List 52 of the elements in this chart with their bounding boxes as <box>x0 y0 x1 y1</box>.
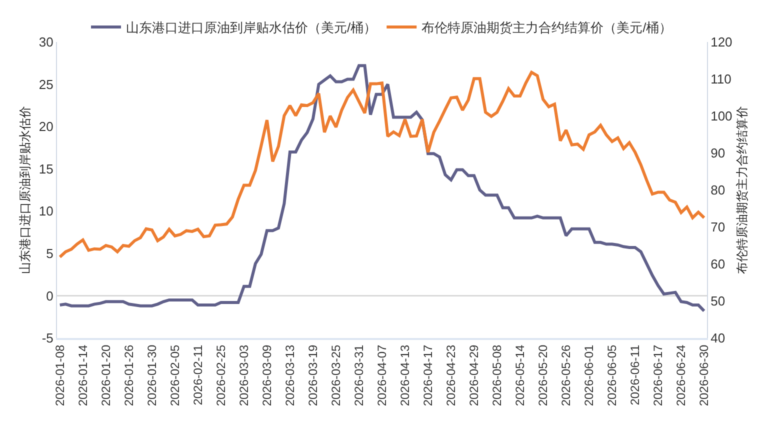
x-tick-label: 2026-06-17 <box>651 344 666 406</box>
line-series <box>58 70 706 258</box>
y-tick-label: 10 <box>38 204 54 219</box>
x-tick-label: 2026-01-14 <box>76 344 90 406</box>
x-tick-label: 2026-04-13 <box>398 344 412 406</box>
x-tick-label: 2026-06-24 <box>674 344 688 406</box>
x-tick-label: 2026-04-17 <box>420 344 435 406</box>
x-tick-label: 2026-05-26 <box>558 344 573 406</box>
y-tick-label: 30 <box>38 34 54 50</box>
x-tick-label: 2026-01-08 <box>52 344 67 406</box>
x-tick-label: 2026-03-03 <box>236 344 251 406</box>
x-tick-label: 2026-04-29 <box>466 344 481 406</box>
y-axis-title: 山东港口进口原油到岸贴水估价 <box>18 106 32 274</box>
y2-tick-label: 70 <box>710 220 726 235</box>
x-tick-label: 2026-01-20 <box>98 344 113 406</box>
x-tick-label: 2026-05-20 <box>536 344 550 406</box>
y2-axis-title: 布伦特原油期货主力合约结算价 <box>735 106 750 274</box>
y-tick-label: 5 <box>46 246 54 261</box>
y2-tick-label: 110 <box>710 72 732 87</box>
x-tick-label: 2026-06-30 <box>697 344 712 406</box>
x-tick-label: 2026-06-05 <box>604 344 619 406</box>
x-tick-label: 2026-03-13 <box>282 344 297 406</box>
x-tick-label: 2026-02-25 <box>214 344 228 406</box>
y2-tick-label: 60 <box>710 256 726 272</box>
x-tick-label: 2026-02-05 <box>168 344 182 406</box>
x-tick-label: 2026-03-09 <box>260 344 274 406</box>
x-tick-label: 2026-03-19 <box>306 344 320 406</box>
x-tick-label: 2026-06-01 <box>582 344 596 406</box>
x-tick-label: 2026-06-11 <box>628 344 642 406</box>
y-tick-label: 15 <box>38 161 54 176</box>
y2-tick-label: 100 <box>710 108 732 124</box>
y2-tick-label: 50 <box>710 294 726 309</box>
y2-tick-label: 90 <box>710 146 726 161</box>
x-tick-label: 2026-01-30 <box>144 344 159 406</box>
legend-label: 布伦特原油期货主力合约结算价（美元/桶） <box>422 20 672 36</box>
y-tick-label: 20 <box>38 119 54 134</box>
y-tick-label: -5 <box>42 330 54 346</box>
x-tick-label: 2026-05-08 <box>490 344 504 406</box>
x-tick-label: 2026-05-14 <box>512 344 527 406</box>
x-tick-label: 2026-03-31 <box>352 344 366 406</box>
x-tick-label: 2026-04-23 <box>444 344 458 406</box>
y2-tick-label: 80 <box>710 182 726 198</box>
y-tick-label: 25 <box>38 76 54 92</box>
x-tick-label: 2026-03-25 <box>328 344 343 406</box>
x-tick-label: 2026-04-07 <box>374 344 389 406</box>
line-series <box>58 64 706 312</box>
x-tick-label: 2026-02-11 <box>190 344 205 406</box>
x-tick-label: 2026-01-26 <box>122 344 136 406</box>
legend-label: 山东港口进口原油到岸贴水估价（美元/桶） <box>126 20 377 36</box>
y-tick-label: 0 <box>46 288 54 304</box>
y2-tick-label: 40 <box>710 330 726 346</box>
y2-tick-label: 120 <box>710 34 732 50</box>
